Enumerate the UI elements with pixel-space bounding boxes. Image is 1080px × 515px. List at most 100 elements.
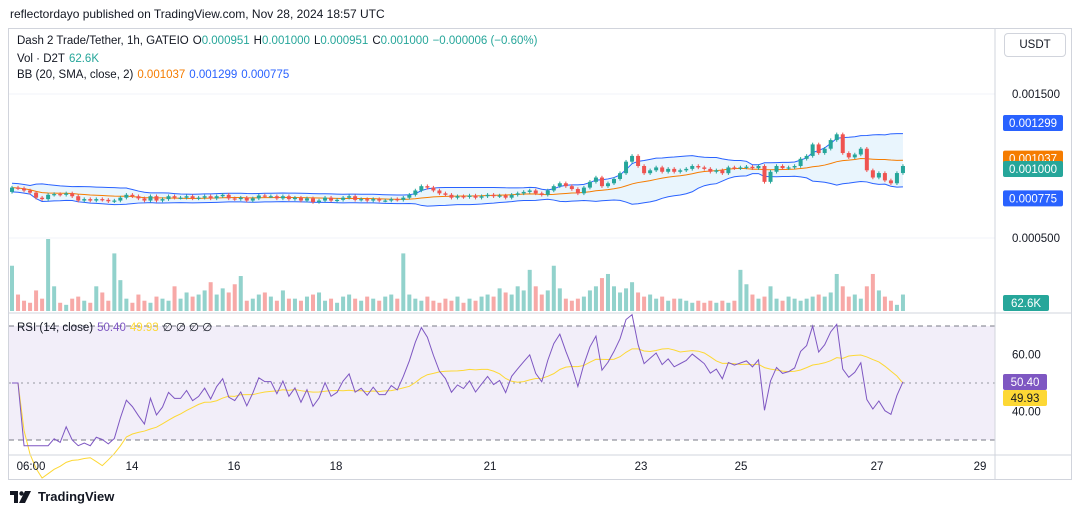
candle-body [714, 170, 719, 172]
volume-bar [888, 300, 893, 311]
rsi-badge-label: 50.40 [1011, 377, 1040, 389]
volume-bar [64, 304, 69, 311]
candle-body [238, 197, 243, 200]
candle-body [684, 168, 689, 171]
volume-bar [876, 290, 881, 311]
volume-bar [636, 292, 641, 311]
volume-bar [347, 294, 352, 311]
candle-body [648, 170, 653, 174]
volume-bar [311, 294, 315, 311]
candle-body [166, 196, 171, 200]
candle-body [214, 196, 219, 199]
candle-body [545, 190, 550, 195]
volume-bar [473, 300, 478, 311]
candle-body [353, 196, 358, 200]
candle-body [870, 170, 875, 178]
legend-rsi[interactable]: RSI (14, close) 50.40 49.93 ∅ ∅ ∅ ∅ [17, 320, 216, 334]
candle-body [732, 167, 737, 169]
candle-body [256, 195, 261, 199]
time-tick-label: 06:00 [17, 461, 46, 473]
volume-bar [136, 294, 141, 311]
candle-body [678, 170, 683, 172]
candle-body [28, 190, 33, 193]
volume-bar [804, 298, 809, 311]
rsi-label: RSI (14, close) [17, 322, 94, 334]
volume-bar [208, 282, 213, 311]
volume-bar [678, 298, 683, 311]
candle-body [190, 196, 195, 199]
volume-bar [491, 296, 496, 311]
volume-bar [214, 294, 219, 311]
volume-bar [702, 302, 707, 311]
candle-body [347, 196, 352, 198]
volume-bar [220, 288, 225, 311]
volume-bar [106, 300, 111, 311]
candle-body [473, 195, 478, 198]
volume-badge-label: 62.6K [1011, 298, 1041, 310]
candle-body [762, 166, 767, 182]
candle-body [738, 167, 743, 169]
volume-bar [371, 298, 376, 311]
tradingview-logo[interactable]: TradingView [10, 489, 114, 504]
volume-bar [196, 294, 201, 311]
time-tick-label: 16 [228, 461, 241, 473]
candle-body [882, 173, 887, 181]
volume-bar [557, 288, 562, 311]
tradingview-brand: TradingView [38, 489, 115, 504]
rsi-tick-label: 40.00 [1012, 407, 1041, 419]
candle-body [509, 194, 514, 198]
volume-bar [323, 300, 328, 311]
volume-bar [690, 302, 695, 311]
candle-body [250, 198, 255, 201]
candle-body [341, 197, 346, 200]
candle-body [605, 183, 610, 187]
candle-body [539, 193, 544, 195]
volume-bar [22, 300, 27, 311]
candle-body [178, 197, 183, 199]
candle-body [298, 197, 303, 201]
axes: 0.0015000.0005000.0012990.0010370.001000… [17, 89, 1063, 473]
candle-body [702, 167, 707, 169]
volume-bar [810, 296, 815, 311]
volume-bar [292, 298, 297, 311]
volume-bar [298, 300, 303, 311]
volume-bar [798, 300, 803, 311]
candle-body [304, 198, 309, 201]
volume-bar [250, 298, 255, 311]
candle-body [142, 198, 147, 201]
candle-body [690, 166, 695, 169]
bb-mid-value: 0.001037 [137, 69, 186, 81]
candle-body [804, 155, 809, 159]
candle-body [329, 197, 334, 201]
volume-bar [455, 296, 460, 311]
candle-body [10, 187, 14, 192]
volume-bar [28, 302, 33, 311]
chart-frame [8, 28, 1072, 480]
volume-bar [509, 294, 514, 311]
candle-body [840, 134, 845, 154]
ohlc-high: 0.001000 [261, 35, 310, 47]
legend-symbol[interactable]: Dash 2 Trade/Tether, 1h, GATEIO [17, 35, 189, 47]
price-badge [1003, 114, 1063, 131]
price-badge [1003, 161, 1063, 177]
candle-body [720, 170, 725, 174]
candle-body [335, 199, 340, 202]
volume-bar [280, 290, 285, 311]
candle-body [744, 166, 749, 168]
volume-bar [329, 298, 334, 311]
volume-label: Vol · D2T [17, 53, 65, 65]
volume-bar [774, 298, 779, 311]
bb-upper-value: 0.001299 [189, 69, 238, 81]
candle-body [16, 187, 21, 189]
legend-bb[interactable]: BB (20, SMA, close, 2) 0.001037 0.001299 0.… [17, 69, 293, 81]
volume-bar [52, 286, 57, 311]
candle-body [46, 194, 51, 200]
rsi-lines [12, 313, 904, 479]
volume-bar [846, 296, 851, 311]
currency-selector[interactable]: USDT [1004, 33, 1066, 57]
volume-bar [286, 298, 291, 311]
legend-volume[interactable]: Vol · D2T 62.6K [17, 53, 103, 65]
volume-bar [10, 265, 14, 311]
candle-body [708, 168, 713, 172]
